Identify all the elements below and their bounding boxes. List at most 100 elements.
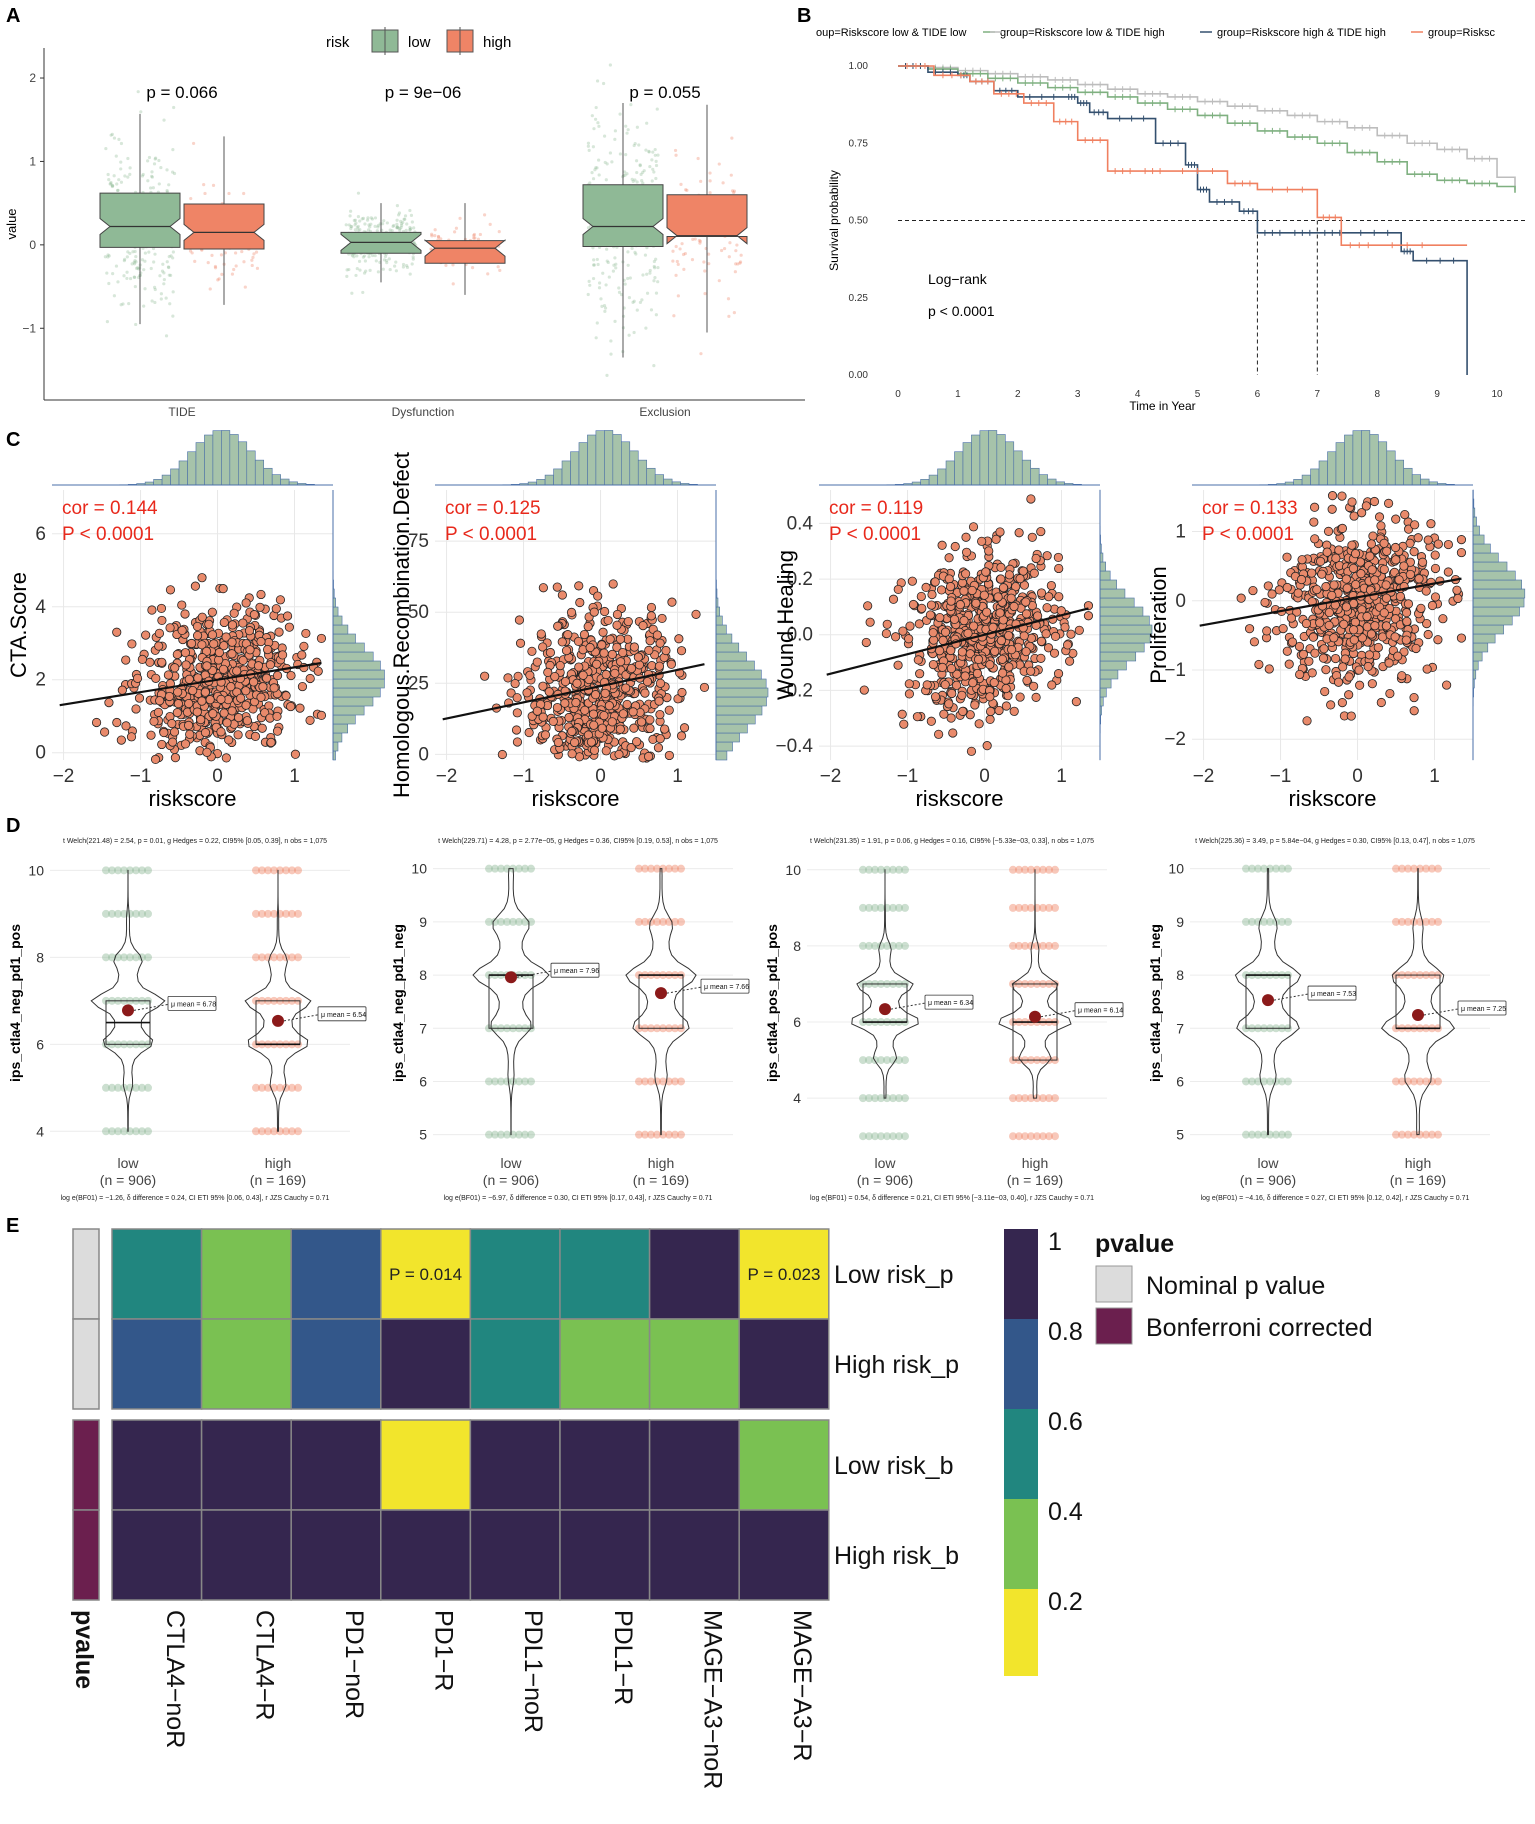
jitter-point — [625, 172, 629, 176]
strip-point — [677, 1077, 685, 1086]
scatter-point — [961, 569, 971, 579]
scatter-point — [274, 627, 284, 637]
strip-point — [270, 866, 278, 875]
jitter-point — [360, 217, 364, 221]
jitter-point — [143, 287, 147, 291]
panel-d-violin: t Welch(221.48) = 2.54, p = 0.01, g Hedg… — [7, 838, 1507, 1202]
y-axis-title: ips_ctla4_pos_pd1_neg — [1147, 924, 1163, 1082]
jitter-point — [242, 260, 246, 264]
scatter-point — [970, 700, 980, 710]
scatter-point — [616, 657, 626, 667]
scatter-point — [205, 695, 215, 705]
scatter-point — [927, 589, 937, 600]
row-label: Low risk_b — [834, 1452, 954, 1480]
jitter-point — [676, 262, 680, 267]
jitter-point — [673, 148, 678, 153]
scatter-point — [219, 617, 229, 628]
jitter-point — [111, 184, 115, 188]
scatter-point — [599, 710, 609, 721]
strip-point — [1260, 1130, 1268, 1139]
jitter-point — [635, 180, 639, 184]
strip-point — [1045, 903, 1053, 912]
jitter-point — [702, 260, 706, 264]
y-tick-label: 10 — [411, 861, 427, 877]
x-tick-label: high — [265, 1155, 291, 1171]
scatter-point — [1400, 509, 1410, 520]
jitter-point — [345, 274, 349, 278]
scatter-point — [1322, 547, 1332, 557]
right-histogram-bar — [1472, 579, 1522, 590]
scatter-point — [589, 607, 599, 617]
scatter-point — [227, 649, 237, 659]
jitter-point — [690, 257, 695, 262]
right-histogram-bar — [715, 642, 740, 653]
jitter-point — [395, 225, 399, 229]
scatter-point — [600, 688, 610, 698]
scatter-point — [218, 584, 228, 594]
jitter-point — [647, 150, 651, 154]
scatter-point — [1019, 631, 1029, 641]
strip-point — [865, 865, 873, 874]
scatter-point — [628, 707, 638, 717]
scatter-point — [1310, 648, 1320, 658]
top-histogram-bar — [663, 478, 673, 486]
heatmap-cell — [469, 1318, 561, 1410]
scatter-point — [1053, 669, 1064, 679]
jitter-point — [645, 121, 649, 125]
mean-label-box — [700, 978, 750, 994]
jitter-point — [605, 373, 609, 378]
right-histogram-bar — [1472, 588, 1526, 599]
jitter-point — [375, 229, 379, 233]
strip-point — [527, 1077, 535, 1086]
right-histogram-bar — [1099, 678, 1112, 689]
strip-point — [102, 909, 110, 918]
x-axis-title: riskscore — [531, 786, 619, 811]
jitter-point — [656, 153, 660, 157]
jitter-point — [347, 267, 351, 272]
scatter-point — [993, 592, 1003, 602]
jitter-point — [132, 262, 137, 266]
jitter-point — [213, 264, 218, 269]
jitter-point — [592, 263, 596, 267]
jitter-point — [395, 226, 399, 230]
scatter-point — [578, 670, 588, 680]
cor-label: cor = 0.144 — [62, 498, 158, 519]
scatter-point — [944, 553, 954, 563]
jitter-point — [232, 267, 236, 272]
right-histogram-bar — [1099, 660, 1127, 671]
jitter-point — [153, 252, 157, 256]
jitter-point — [655, 107, 659, 111]
heatmap-cell — [380, 1509, 472, 1601]
scatter-point — [1361, 501, 1371, 511]
right-histogram-bar — [1099, 669, 1119, 680]
strip-point — [1254, 1130, 1262, 1139]
top-histogram-bar — [153, 479, 163, 486]
top-histogram-bar — [954, 451, 964, 486]
scatter-point — [607, 717, 617, 727]
column-label: CTLA4−R — [250, 1610, 278, 1720]
strip-point — [515, 1130, 523, 1139]
scatter-point — [603, 615, 613, 626]
jitter-point — [125, 255, 129, 259]
scatter-point — [667, 597, 677, 607]
survival-curve-3 — [898, 65, 1468, 247]
scatter-point — [960, 671, 970, 681]
strip-point — [1260, 1077, 1268, 1086]
jitter-point — [592, 127, 596, 131]
strip-point — [252, 866, 260, 875]
jitter-point — [654, 176, 658, 181]
jitter-point — [626, 128, 630, 132]
scatter-point — [229, 608, 239, 618]
x-tick-label: 8 — [1374, 389, 1380, 400]
scatter-point — [553, 737, 564, 748]
jitter-point — [152, 285, 157, 289]
strip-point — [114, 1083, 122, 1092]
scatter-point — [1422, 664, 1432, 674]
scatter-point — [1308, 632, 1318, 642]
scatter-point — [1363, 661, 1373, 672]
scatter-point — [1367, 679, 1377, 689]
panel-label-e: E — [6, 1215, 19, 1237]
scatter-point — [1355, 680, 1365, 690]
jitter-point — [130, 262, 134, 266]
